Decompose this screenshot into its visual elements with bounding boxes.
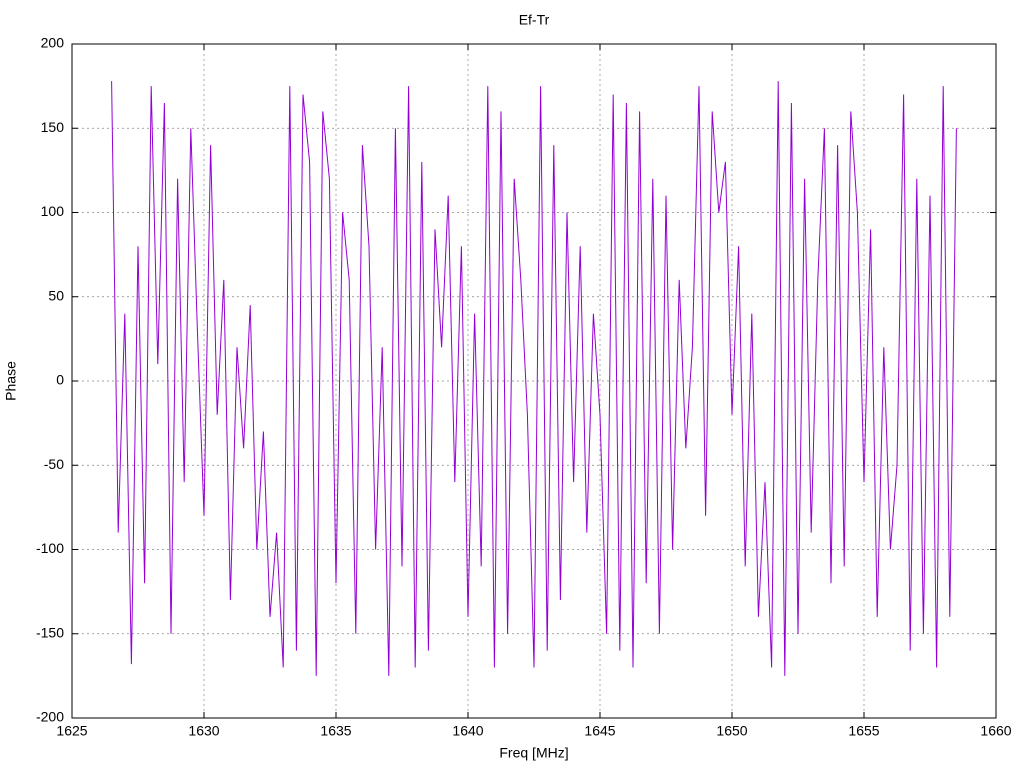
y-axis-label: Phase (3, 361, 19, 401)
y-tick-label: 200 (41, 35, 65, 51)
x-tick-label: 1660 (980, 723, 1011, 739)
x-axis-label: Freq [MHz] (499, 745, 568, 761)
chart-title: Ef-Tr (519, 12, 550, 28)
y-tick-label: 50 (48, 287, 64, 303)
y-tick-label: -200 (36, 709, 64, 725)
y-tick-label: -150 (36, 624, 64, 640)
x-tick-label: 1635 (320, 723, 351, 739)
y-tick-label: -100 (36, 540, 64, 556)
x-tick-label: 1625 (56, 723, 87, 739)
y-tick-label: 150 (41, 119, 65, 135)
x-tick-label: 1650 (716, 723, 747, 739)
y-tick-label: 0 (56, 372, 64, 388)
plot-border (71, 43, 997, 719)
data-line (111, 81, 957, 676)
x-tick-label: 1655 (848, 723, 879, 739)
x-tick-label: 1640 (452, 723, 483, 739)
y-tick-label: 100 (41, 203, 65, 219)
x-tick-label: 1630 (188, 723, 219, 739)
x-tick-label: 1645 (584, 723, 615, 739)
y-tick-label: -50 (44, 456, 64, 472)
